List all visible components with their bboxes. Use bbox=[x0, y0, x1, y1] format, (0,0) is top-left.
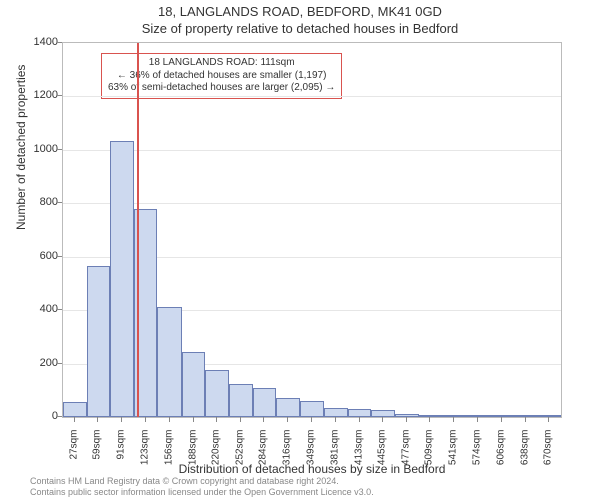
x-tick-label: 477sqm bbox=[400, 430, 411, 470]
y-tick-mark bbox=[57, 416, 62, 417]
y-tick-mark bbox=[57, 256, 62, 257]
histogram-bar bbox=[157, 307, 181, 417]
x-tick-label: 252sqm bbox=[234, 430, 245, 470]
x-tick-label: 316sqm bbox=[282, 430, 293, 470]
histogram-bar bbox=[514, 415, 538, 417]
plot-area: 18 LANGLANDS ROAD: 111sqm ← 36% of detac… bbox=[62, 42, 562, 418]
x-tick-mark bbox=[335, 417, 336, 422]
x-tick-label: 27sqm bbox=[68, 430, 79, 470]
footer-line1: Contains HM Land Registry data © Crown c… bbox=[30, 476, 374, 487]
histogram-bar bbox=[490, 415, 514, 417]
x-tick-label: 188sqm bbox=[187, 430, 198, 470]
y-tick-mark bbox=[57, 42, 62, 43]
histogram-bar bbox=[300, 401, 324, 417]
x-tick-label: 123sqm bbox=[139, 430, 150, 470]
reference-line bbox=[137, 43, 139, 417]
y-tick-label: 600 bbox=[40, 250, 58, 262]
y-tick-label: 1200 bbox=[34, 89, 58, 101]
x-tick-label: 638sqm bbox=[519, 430, 530, 470]
x-tick-mark bbox=[74, 417, 75, 422]
x-tick-label: 91sqm bbox=[116, 430, 127, 470]
histogram-bar bbox=[63, 402, 87, 417]
y-tick-mark bbox=[57, 149, 62, 150]
y-tick-mark bbox=[57, 95, 62, 96]
annotation-line2: ← 36% of detached houses are smaller (1,… bbox=[108, 70, 335, 83]
x-tick-mark bbox=[311, 417, 312, 422]
histogram-bar bbox=[253, 388, 277, 417]
x-tick-mark bbox=[406, 417, 407, 422]
x-tick-label: 284sqm bbox=[258, 430, 269, 470]
y-tick-mark bbox=[57, 309, 62, 310]
x-tick-mark bbox=[453, 417, 454, 422]
x-tick-mark bbox=[429, 417, 430, 422]
histogram-bar bbox=[87, 266, 111, 417]
histogram-bar bbox=[182, 352, 206, 417]
x-tick-label: 413sqm bbox=[353, 430, 364, 470]
histogram-bar bbox=[371, 410, 395, 417]
x-tick-label: 509sqm bbox=[424, 430, 435, 470]
y-tick-label: 1000 bbox=[34, 143, 58, 155]
x-tick-label: 670sqm bbox=[543, 430, 554, 470]
histogram-bar bbox=[276, 398, 300, 417]
footer: Contains HM Land Registry data © Crown c… bbox=[30, 476, 374, 499]
x-tick-label: 574sqm bbox=[472, 430, 483, 470]
annotation-line1: 18 LANGLANDS ROAD: 111sqm bbox=[108, 57, 335, 70]
x-tick-label: 541sqm bbox=[448, 430, 459, 470]
x-tick-mark bbox=[240, 417, 241, 422]
x-tick-label: 156sqm bbox=[163, 430, 174, 470]
x-tick-mark bbox=[263, 417, 264, 422]
histogram-bar bbox=[110, 141, 134, 417]
x-tick-label: 220sqm bbox=[211, 430, 222, 470]
histogram-bar bbox=[395, 414, 419, 417]
x-tick-mark bbox=[359, 417, 360, 422]
x-tick-label: 381sqm bbox=[329, 430, 340, 470]
x-tick-mark bbox=[501, 417, 502, 422]
y-tick-mark bbox=[57, 363, 62, 364]
x-tick-mark bbox=[121, 417, 122, 422]
x-tick-label: 59sqm bbox=[92, 430, 103, 470]
x-tick-mark bbox=[97, 417, 98, 422]
y-tick-label: 200 bbox=[40, 357, 58, 369]
footer-line2: Contains public sector information licen… bbox=[30, 487, 374, 498]
x-tick-mark bbox=[477, 417, 478, 422]
x-tick-mark bbox=[145, 417, 146, 422]
chart-title-line2: Size of property relative to detached ho… bbox=[0, 21, 600, 36]
x-tick-mark bbox=[525, 417, 526, 422]
x-tick-mark bbox=[169, 417, 170, 422]
y-axis-label: Number of detached properties bbox=[14, 65, 28, 230]
y-tick-label: 800 bbox=[40, 196, 58, 208]
x-tick-mark bbox=[216, 417, 217, 422]
histogram-bar bbox=[348, 409, 372, 417]
histogram-bar bbox=[324, 408, 348, 417]
x-tick-label: 445sqm bbox=[377, 430, 388, 470]
y-tick-label: 400 bbox=[40, 303, 58, 315]
chart-title-line1: 18, LANGLANDS ROAD, BEDFORD, MK41 0GD bbox=[0, 4, 600, 19]
histogram-bar bbox=[205, 370, 229, 417]
chart-container: 18, LANGLANDS ROAD, BEDFORD, MK41 0GD Si… bbox=[0, 0, 600, 500]
x-tick-label: 606sqm bbox=[495, 430, 506, 470]
x-tick-mark bbox=[287, 417, 288, 422]
histogram-bar bbox=[537, 415, 561, 417]
x-tick-mark bbox=[193, 417, 194, 422]
x-tick-mark bbox=[548, 417, 549, 422]
x-tick-mark bbox=[382, 417, 383, 422]
y-tick-mark bbox=[57, 202, 62, 203]
y-tick-label: 1400 bbox=[34, 36, 58, 48]
x-tick-label: 349sqm bbox=[306, 430, 317, 470]
histogram-bar bbox=[229, 384, 253, 417]
annotation-line3: 63% of semi-detached houses are larger (… bbox=[108, 82, 335, 95]
